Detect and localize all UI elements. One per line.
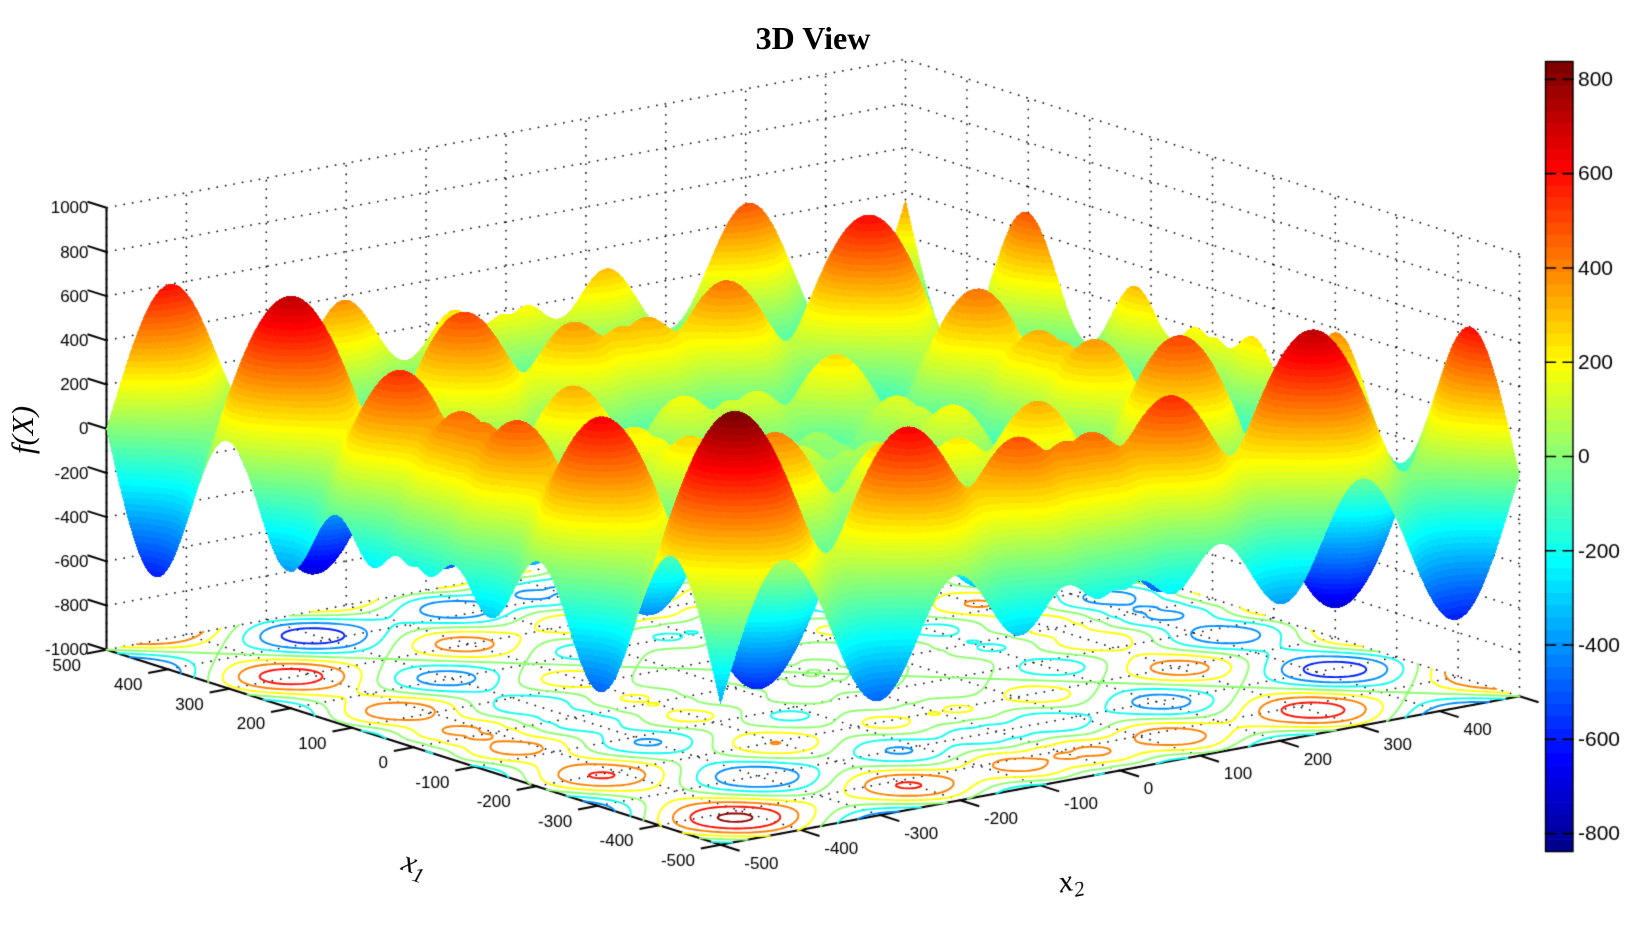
chart-title: 3D View [755,20,871,56]
z-axis-label: f(X) [5,406,41,454]
z-axis-label-text: f(X) [5,405,40,455]
